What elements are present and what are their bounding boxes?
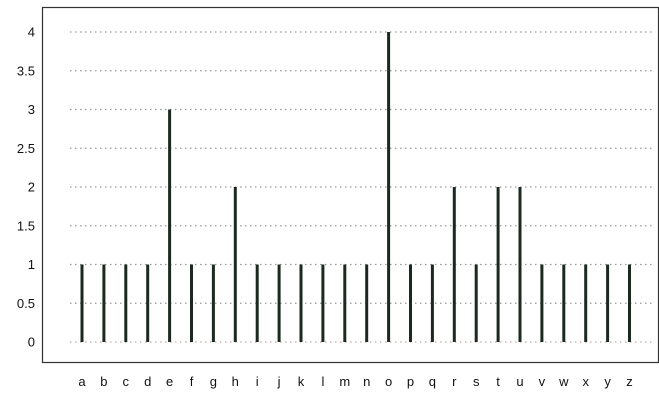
x-tick-label-w: w	[558, 374, 569, 389]
x-tick-label-e: e	[166, 374, 173, 389]
grid-lines	[70, 31, 652, 304]
x-tick-label-l: l	[321, 374, 324, 389]
y-tick-label: 1	[28, 257, 35, 272]
x-tick-label-h: h	[232, 374, 239, 389]
x-tick-label-f: f	[190, 374, 194, 389]
x-tick-label-c: c	[123, 374, 130, 389]
x-tick-label-r: r	[452, 374, 457, 389]
bar-series	[80, 32, 631, 342]
x-tick-label-a: a	[78, 374, 86, 389]
x-tick-label-j: j	[277, 374, 281, 389]
x-tick-label-m: m	[339, 374, 350, 389]
y-tick-label: 2	[28, 180, 35, 195]
x-tick-label-n: n	[363, 374, 370, 389]
y-tick-label: 3	[28, 102, 35, 117]
x-tick-label-t: t	[496, 374, 500, 389]
y-tick-label: 0	[28, 335, 35, 350]
plot-frame	[41, 6, 659, 364]
x-tick-label-o: o	[385, 374, 392, 389]
x-tick-label-b: b	[100, 374, 107, 389]
y-tick-label: 3.5	[17, 63, 35, 78]
y-tick-label: 1.5	[17, 218, 35, 233]
x-tick-label-d: d	[144, 374, 151, 389]
x-tick-label-p: p	[407, 374, 414, 389]
y-axis-tick-labels: 0 0.5 1 1.5 2 2.5 3 3.5 4	[17, 25, 35, 350]
y-tick-label: 4	[28, 25, 35, 40]
x-tick-label-q: q	[429, 374, 436, 389]
y-tick-label: 0.5	[17, 296, 35, 311]
x-tick-label-y: y	[604, 374, 611, 389]
x-tick-label-x: x	[582, 374, 589, 389]
y-tick-label: 2.5	[17, 141, 35, 156]
x-tick-label-z: z	[626, 374, 633, 389]
x-tick-label-i: i	[256, 374, 259, 389]
x-tick-label-u: u	[516, 374, 523, 389]
x-tick-label-v: v	[539, 374, 546, 389]
x-tick-label-g: g	[210, 374, 217, 389]
x-tick-label-s: s	[473, 374, 480, 389]
x-tick-label-k: k	[298, 374, 305, 389]
